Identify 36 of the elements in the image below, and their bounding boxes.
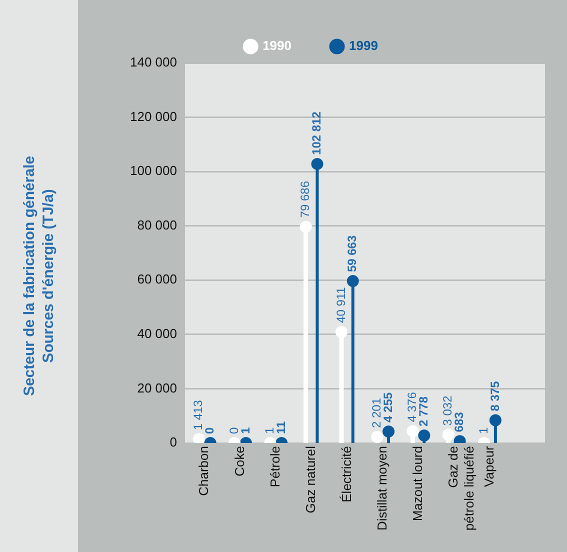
- data-label: 1 413: [191, 400, 206, 430]
- y-tick-label: 40 000: [137, 326, 177, 342]
- y-tick-label: 80 000: [137, 217, 177, 232]
- x-tick-label: Pétrole: [267, 446, 282, 488]
- data-label: 2 201: [369, 398, 384, 428]
- x-tick-label: Coke: [232, 446, 247, 476]
- data-label: 8 375: [488, 380, 502, 412]
- data-label: 4 255: [380, 392, 395, 422]
- x-tick-label: Gaz naturel: [303, 446, 318, 514]
- x-tick-label: Vapeur: [481, 445, 496, 487]
- legend-label: 1999: [349, 38, 378, 54]
- data-label: 683: [452, 412, 466, 432]
- x-tick-label: Mazout lourd: [410, 446, 426, 522]
- data-label: 1: [238, 426, 252, 434]
- data-label: 1: [262, 426, 276, 434]
- y-tick-label: 20 000: [137, 380, 177, 396]
- y-tick-label: 100 000: [130, 163, 177, 178]
- data-label: 79 686: [298, 180, 312, 218]
- y-tick-label: 60 000: [137, 272, 177, 287]
- x-tick-label: Charbon: [196, 446, 212, 496]
- x-tick-label: Électricité: [338, 446, 354, 502]
- y-tick-label: 140 000: [130, 54, 177, 70]
- data-label: 102 812: [310, 111, 324, 155]
- y-tick-label: 0: [170, 434, 177, 450]
- data-label: 0: [226, 427, 241, 434]
- y-axis-title: Secteur de la fabrication générale Sources d'énergie (TJ/a): [20, 156, 58, 396]
- data-label: 40 911: [334, 286, 348, 323]
- data-label: 0: [202, 427, 217, 434]
- data-label: 1: [476, 426, 490, 434]
- legend-label: 1990: [262, 38, 292, 54]
- x-tick-label: Gaz de pétrole liquéfié: [446, 446, 476, 531]
- data-label: 3 032: [440, 395, 455, 426]
- x-tick-label: Distillat moyen: [374, 446, 390, 531]
- y-tick-label: 120 000: [130, 108, 177, 124]
- data-label: 59 663: [345, 235, 360, 272]
- data-label: 11: [274, 420, 288, 434]
